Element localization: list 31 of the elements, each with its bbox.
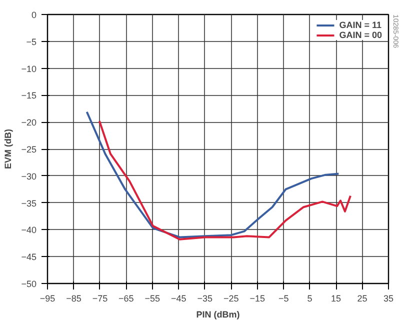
y-tick-label: 0 (31, 10, 37, 20)
x-axis-title: PIN (dBm) (196, 310, 240, 320)
x-tick-label: 5 (307, 294, 312, 304)
x-tick-label: 35 (383, 294, 394, 304)
y-tick-label: −35 (21, 198, 37, 208)
x-tick-label: −45 (171, 294, 186, 304)
y-tick-label: −40 (21, 225, 37, 236)
x-tick-label: −65 (118, 294, 134, 304)
x-tick-label: −55 (144, 294, 160, 304)
y-tick-label: −15 (21, 90, 37, 101)
y-tick-label: −5 (26, 36, 37, 47)
y-tick-label: −20 (21, 118, 37, 128)
x-tick-label: −5 (278, 294, 289, 304)
x-tick-label: 25 (357, 294, 368, 304)
y-tick-label: −30 (21, 171, 37, 182)
x-tick-label: −85 (66, 294, 82, 304)
x-tick-label: −25 (223, 294, 239, 304)
x-tick-label: −15 (250, 294, 265, 304)
y-tick-label: −45 (21, 252, 37, 262)
x-tick-label: 15 (331, 294, 342, 304)
legend-label: GAIN = 00 (339, 30, 382, 40)
x-tick-label: −95 (40, 294, 56, 304)
y-axis-title: EVM (dB) (3, 128, 14, 169)
y-tick-label: −10 (21, 64, 37, 74)
x-tick-label: −75 (92, 294, 108, 304)
line-series (98, 120, 352, 240)
x-tick-label: −35 (197, 294, 213, 304)
line-series (86, 110, 340, 238)
legend-label: GAIN = 11 (339, 20, 382, 30)
y-tick-label: −50 (21, 279, 37, 289)
y-tick-label: −25 (21, 144, 37, 154)
